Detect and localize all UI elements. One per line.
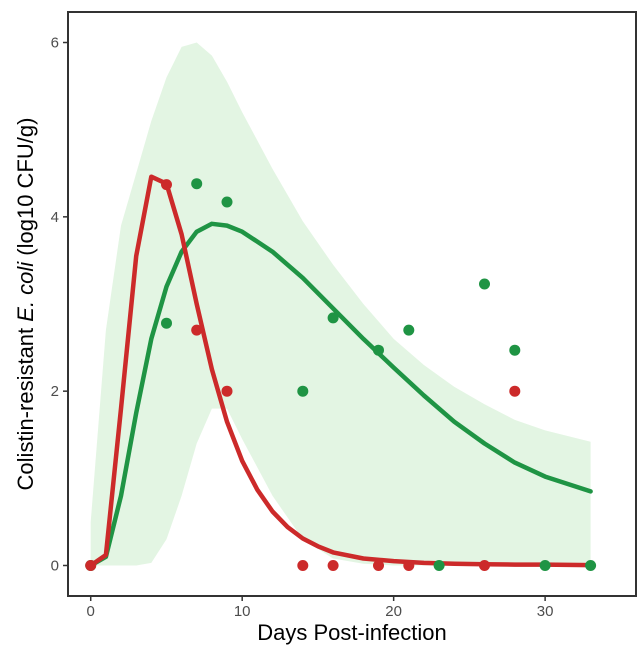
series-1-data-point [297, 560, 309, 571]
series-0-data-point [479, 278, 490, 290]
series-0-data-point [509, 344, 521, 356]
series-1-data-point [191, 324, 203, 336]
confidence-band [90, 42, 591, 566]
fitted-lines-layer [88, 174, 593, 568]
confidence-band-layer [90, 42, 591, 566]
y-tick-label: 6 [51, 35, 59, 52]
x-tick-label: 20 [385, 603, 402, 620]
series-1-data-point [221, 385, 233, 397]
series-0-data-point [221, 196, 233, 208]
series-0-fit-line [88, 221, 593, 568]
data-points-layer [85, 178, 597, 571]
series-1-fit-line [88, 174, 593, 568]
x-tick-label: 30 [537, 603, 554, 620]
axes-layer: 0 10 20 30 0 2 4 6 [51, 35, 554, 620]
series-0-data-point [585, 560, 597, 571]
series-1-data-point [509, 385, 521, 397]
series-1-data-point [85, 560, 97, 571]
y-axis-title-prefix: Colistin-resistant [13, 322, 38, 491]
series-0-data-point [327, 312, 339, 324]
series-1-data-point [327, 560, 339, 571]
plot-panel-border [67, 11, 637, 597]
series-0-data-point [433, 560, 445, 571]
series-0-data-point [161, 317, 172, 329]
x-tick-label: 10 [234, 603, 251, 620]
series-0-data-point [403, 324, 415, 336]
y-axis-title-suffix: (log10 CFU/g) [13, 118, 38, 262]
series-1-data-point [479, 560, 490, 571]
series-0-data-point [539, 560, 551, 571]
y-axis-title-italic: E. coli [13, 261, 38, 322]
series-0-data-point [373, 344, 384, 356]
series-0-data-point [191, 178, 203, 190]
y-tick-label: 0 [51, 557, 59, 574]
series-1-data-point [161, 179, 172, 191]
series-1-data-point [373, 560, 384, 571]
series-0-data-point [297, 385, 309, 397]
x-tick-label: 0 [87, 603, 95, 620]
y-tick-label: 2 [51, 383, 59, 400]
y-tick-label: 4 [51, 209, 59, 226]
series-1-data-point [403, 560, 415, 571]
x-axis-title: Days Post-infection [257, 620, 447, 645]
y-axis-title: Colistin-resistant E. coli (log10 CFU/g) [13, 118, 38, 491]
